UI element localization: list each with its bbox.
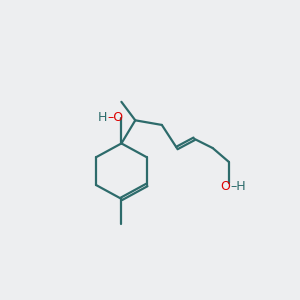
Text: –H: –H <box>230 180 246 193</box>
Text: O: O <box>220 180 230 193</box>
Text: –O: –O <box>108 111 124 124</box>
Text: H: H <box>98 111 108 124</box>
